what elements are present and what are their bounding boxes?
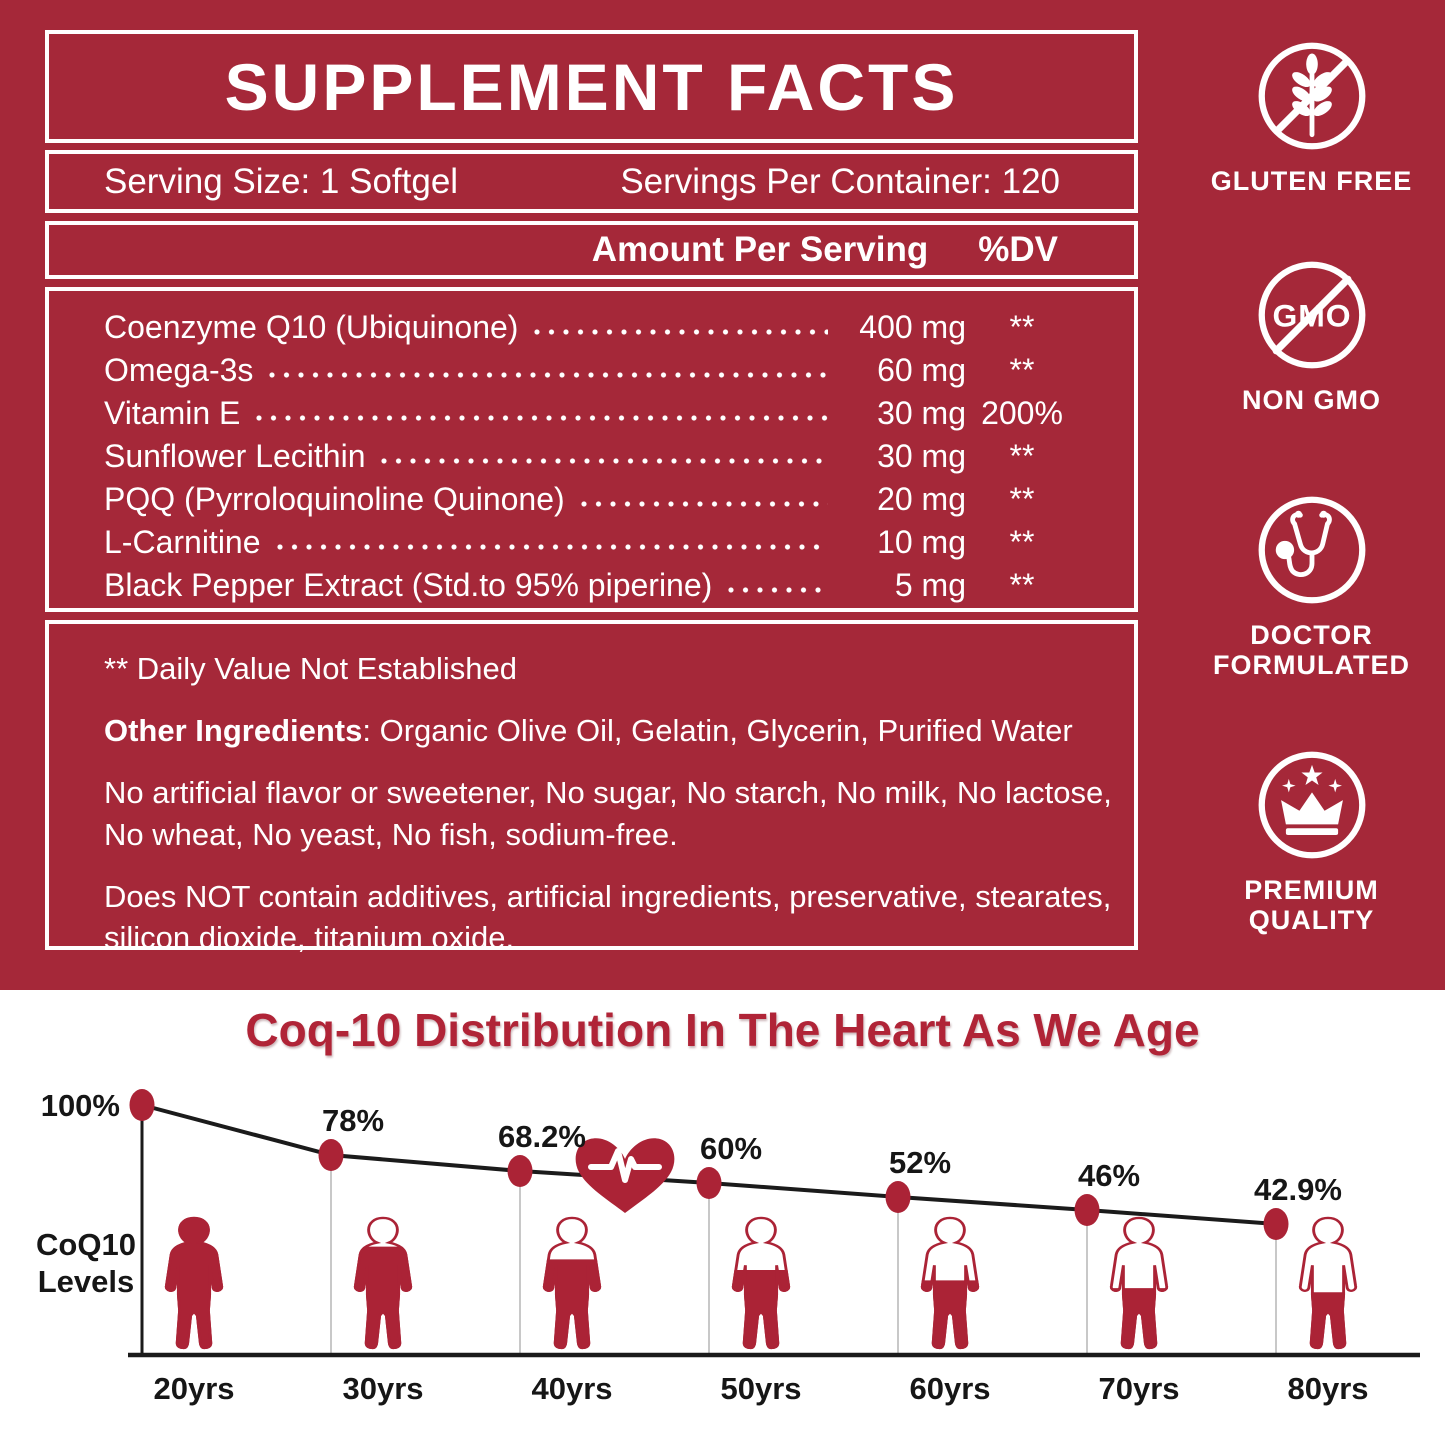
ingredient-amount: 30 mg bbox=[877, 438, 966, 474]
x-tick-label: 80yrs bbox=[1287, 1371, 1368, 1406]
non-gmo-icon: GMO bbox=[1258, 261, 1365, 369]
person-figure bbox=[542, 1216, 602, 1350]
ingredient-dv: ** bbox=[1009, 524, 1035, 560]
person-figure bbox=[1298, 1216, 1358, 1350]
data-point bbox=[129, 1089, 155, 1121]
x-tick-label: 70yrs bbox=[1098, 1371, 1179, 1406]
x-tick-label: 50yrs bbox=[720, 1371, 801, 1406]
badge-label: DOCTOR FORMULATED bbox=[1213, 620, 1410, 680]
data-point bbox=[507, 1155, 533, 1187]
ingredient-dv: ** bbox=[1009, 438, 1035, 474]
dotted-leader bbox=[728, 585, 828, 594]
badge-label: GLUTEN FREE bbox=[1210, 166, 1413, 196]
person-figure bbox=[353, 1216, 413, 1350]
ingredient-row: L-Carnitine 10 mg ** bbox=[49, 521, 1134, 564]
ingredient-row: Coenzyme Q10 (Ubiquinone) 400 mg ** bbox=[49, 306, 1134, 349]
dv-footnote: ** Daily Value Not Established bbox=[104, 651, 517, 686]
ingredient-name: Vitamin E bbox=[104, 395, 241, 431]
no-claims-text: No artificial flavor or sweetener, No su… bbox=[104, 775, 1112, 852]
point-value-label: 52% bbox=[889, 1145, 951, 1180]
dotted-leader bbox=[534, 327, 828, 336]
crown-icon bbox=[1258, 751, 1365, 859]
does-not-contain-text: Does NOT contain additives, artificial i… bbox=[104, 878, 1112, 956]
chart-title: Coq-10 Distribution In The Heart As We A… bbox=[245, 1004, 1200, 1056]
x-tick-label: 40yrs bbox=[531, 1371, 612, 1406]
badge-non-gmo: GMO NON GMO bbox=[1178, 257, 1445, 415]
ingredients-table: Coenzyme Q10 (Ubiquinone) 400 mg ** Omega-3… bbox=[45, 287, 1138, 612]
ingredient-dv: ** bbox=[1009, 309, 1035, 345]
stethoscope-icon bbox=[1258, 496, 1365, 604]
data-point bbox=[696, 1167, 722, 1199]
heart-ekg-icon bbox=[575, 1138, 675, 1213]
ingredient-dv: 200% bbox=[981, 395, 1063, 431]
dotted-leader bbox=[269, 370, 828, 379]
data-point bbox=[1074, 1194, 1100, 1226]
data-point bbox=[318, 1139, 344, 1171]
person-figure bbox=[920, 1216, 980, 1350]
gluten-free-icon bbox=[1258, 42, 1365, 150]
ingredient-row: PQQ (Pyrroloquinoline Quinone) 20 mg ** bbox=[49, 478, 1134, 521]
ingredient-row: Omega-3s 60 mg ** bbox=[49, 349, 1134, 392]
y-axis-label: CoQ10 Levels bbox=[36, 1227, 136, 1299]
serving-row: Serving Size: 1 Softgel Servings Per Con… bbox=[45, 150, 1138, 213]
point-value-label: 46% bbox=[1078, 1158, 1140, 1193]
ingredient-amount: 10 mg bbox=[877, 524, 966, 560]
point-value-label: 42.9% bbox=[1254, 1172, 1342, 1207]
dotted-leader bbox=[276, 542, 828, 551]
person-figure bbox=[731, 1216, 791, 1350]
ingredient-amount: 400 mg bbox=[859, 309, 966, 345]
ingredient-name: L-Carnitine bbox=[104, 524, 261, 560]
serving-size-text: Serving Size: 1 Softgel bbox=[104, 161, 459, 201]
ingredient-row: Sunflower Lecithin 30 mg ** bbox=[49, 435, 1134, 478]
badge-label: NON GMO bbox=[1242, 385, 1381, 415]
ingredient-name: Omega-3s bbox=[104, 352, 254, 388]
other-ingredients-label: Other Ingredients bbox=[104, 713, 363, 749]
amount-header-row: Amount Per Serving %DV bbox=[45, 221, 1138, 279]
coq10-decline-chart: 20yrs 30yrs 40yrs 50yrs 60yrs 70yrs 80yrs 100% 7… bbox=[41, 1088, 1420, 1406]
badge-label: PREMIUM QUALITY bbox=[1244, 875, 1379, 935]
red-background bbox=[0, 0, 1445, 990]
ingredient-name: Black Pepper Extract (Std.to 95% piperin… bbox=[104, 567, 713, 603]
servings-per-container-text: Servings Per Container: 120 bbox=[620, 161, 1060, 201]
person-figure bbox=[164, 1216, 224, 1350]
ingredient-amount: 30 mg bbox=[877, 395, 966, 431]
data-point bbox=[885, 1181, 911, 1213]
badge-column: GLUTEN FREE GMO NON GMO DOCTOR FORMULATE… bbox=[1178, 0, 1445, 990]
amount-per-serving-header: Amount Per Serving bbox=[591, 230, 929, 269]
badge-gluten-free: GLUTEN FREE bbox=[1178, 38, 1445, 196]
point-value-label: 60% bbox=[700, 1131, 762, 1166]
ingredient-dv: ** bbox=[1009, 352, 1035, 388]
badge-doctor-formulated: DOCTOR FORMULATED bbox=[1178, 492, 1445, 680]
panel-title-box: SUPPLEMENT FACTS bbox=[45, 30, 1138, 143]
ingredient-name: PQQ (Pyrroloquinoline Quinone) bbox=[104, 481, 565, 517]
other-ingredients: Other Ingredients: Organic Olive Oil, Ge… bbox=[104, 710, 1116, 751]
ingredient-row: Black Pepper Extract (Std.to 95% piperin… bbox=[49, 564, 1134, 607]
x-tick-label: 20yrs bbox=[153, 1371, 234, 1406]
point-value-label: 78% bbox=[322, 1103, 384, 1138]
badge-premium-quality: PREMIUM QUALITY bbox=[1178, 747, 1445, 935]
ingredient-dv: ** bbox=[1009, 481, 1035, 517]
ingredient-amount: 20 mg bbox=[877, 481, 966, 517]
crown-glyph bbox=[1280, 764, 1343, 835]
data-point bbox=[1263, 1208, 1289, 1240]
ingredient-name: Sunflower Lecithin bbox=[104, 438, 366, 474]
panel-title: SUPPLEMENT FACTS bbox=[224, 49, 959, 124]
dotted-leader bbox=[580, 499, 828, 508]
person-figure bbox=[1109, 1216, 1169, 1350]
dotted-leader bbox=[256, 413, 828, 422]
dotted-leader bbox=[381, 456, 828, 465]
x-tick-label: 30yrs bbox=[342, 1371, 423, 1406]
ingredient-row: Vitamin E 30 mg 200% bbox=[49, 392, 1134, 435]
ingredient-name: Coenzyme Q10 (Ubiquinone) bbox=[104, 309, 519, 345]
footnotes-box: ** Daily Value Not Established Other Ing… bbox=[45, 620, 1138, 955]
point-value-label: 100% bbox=[41, 1088, 120, 1123]
ingredient-amount: 60 mg bbox=[877, 352, 966, 388]
ingredient-amount: 5 mg bbox=[894, 567, 966, 603]
dv-header: %DV bbox=[978, 230, 1058, 269]
other-ingredients-text: : Organic Olive Oil, Gelatin, Glycerin, … bbox=[362, 713, 1073, 749]
point-value-label: 68.2% bbox=[498, 1119, 586, 1154]
x-tick-label: 60yrs bbox=[909, 1371, 990, 1406]
ingredient-dv: ** bbox=[1009, 567, 1035, 603]
